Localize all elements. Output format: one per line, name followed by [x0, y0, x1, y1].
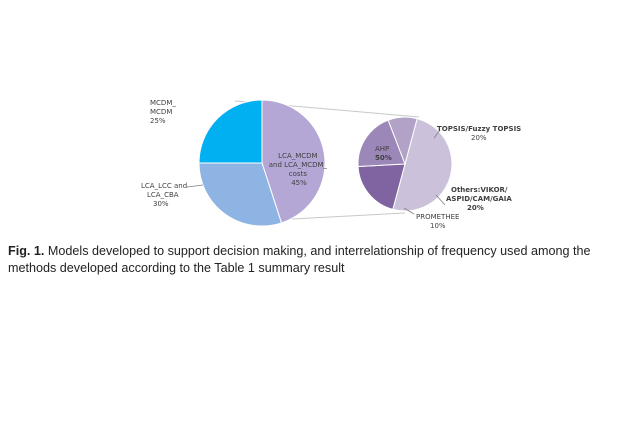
label-lca-mcdm-value: 45%	[291, 179, 307, 187]
label-lca-mcdm-line2: and LCA_MCDM_	[269, 161, 328, 169]
label-lca-lcc: LCA_LCC and LCA_CBA 30%	[141, 182, 189, 208]
label-lca-lcc-line1: LCA_LCC and	[141, 182, 187, 190]
label-others-value: 20%	[467, 204, 484, 212]
label-lca-mcdm-line1: LCA_MCDM	[278, 152, 317, 160]
label-topsis: TOPSIS/Fuzzy TOPSIS 20%	[437, 125, 523, 142]
leader-line-topsis	[433, 129, 441, 139]
label-ahp: AHP 50%	[375, 145, 392, 162]
label-mcdm-line2: MCDM	[150, 108, 172, 116]
main-pie-slice-lca-mcdm-and-lca-mcdm-costs	[261, 99, 326, 224]
main-pie-slice-mcdm-mcdm	[198, 99, 263, 164]
secondary-pie-slice-ahp	[392, 117, 453, 212]
figure-caption-prefix: Fig. 1.	[8, 244, 45, 258]
leader-line-others	[435, 194, 446, 206]
label-others-line1: Others:VIKOR/	[451, 186, 508, 194]
leader-line-lca-lcc	[186, 184, 204, 188]
leader-line-promethee	[403, 207, 415, 215]
label-lca-lcc-value: 30%	[153, 200, 169, 208]
label-topsis-name: TOPSIS/Fuzzy TOPSIS	[437, 125, 521, 133]
label-lca-lcc-line2: LCA_CBA	[147, 191, 179, 199]
label-mcdm: MCDM_ MCDM 25%	[150, 99, 178, 125]
connector-line-bottom	[291, 212, 406, 220]
main-pie-slice-lca-lcc-and-lca-cba	[198, 162, 283, 227]
pie-of-pie-chart: MCDM_ MCDM 25% LCA_LCC and LCA_CBA 30% L…	[141, 99, 523, 230]
label-mcdm-line1: MCDM_	[150, 99, 176, 107]
label-topsis-value: 20%	[471, 134, 487, 142]
label-ahp-value: 50%	[375, 154, 392, 162]
main-pie	[198, 99, 326, 227]
label-lca-mcdm: LCA_MCDM and LCA_MCDM_ costs 45%	[269, 152, 330, 187]
figure-caption: Fig. 1. Models developed to support deci…	[8, 243, 638, 277]
label-ahp-name: AHP	[375, 145, 389, 153]
label-mcdm-value: 25%	[150, 117, 166, 125]
secondary-pie-slice-promethee	[387, 116, 418, 166]
secondary-pie-slice-topsis-fuzzy-topsis	[357, 163, 406, 211]
label-promethee-name: PROMETHEE	[416, 213, 459, 221]
label-promethee-value: 10%	[430, 222, 446, 230]
label-others: Others:VIKOR/ ASPID/CAM/GAIA 20%	[446, 186, 514, 212]
secondary-pie-slice-others-vikor-aspid-cam-gaia	[357, 119, 406, 167]
label-lca-mcdm-line3: costs	[289, 170, 308, 178]
secondary-pie	[357, 116, 453, 212]
figure-caption-text: Models developed to support decision mak…	[8, 244, 591, 275]
label-promethee: PROMETHEE 10%	[416, 213, 462, 230]
label-others-line2: ASPID/CAM/GAIA	[446, 195, 512, 203]
